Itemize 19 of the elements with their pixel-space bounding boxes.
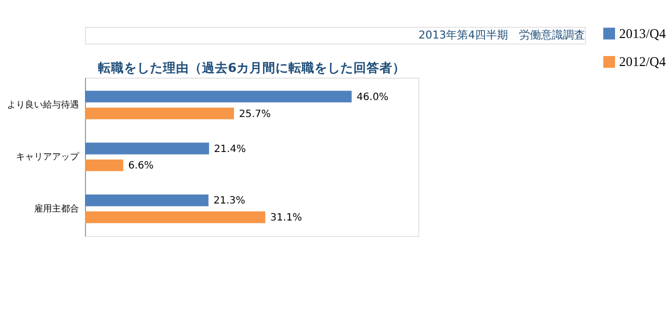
bar bbox=[85, 194, 208, 206]
bar bbox=[85, 160, 124, 172]
data-label: 21.4% bbox=[214, 144, 246, 155]
data-label: 46.0% bbox=[356, 92, 388, 103]
data-label: 31.1% bbox=[270, 212, 302, 224]
data-label: 21.3% bbox=[213, 196, 246, 207]
bar bbox=[85, 108, 234, 120]
legend-label: 2012/Q4 bbox=[619, 54, 666, 70]
chart-title: 転職をした理由（過去6カ月間に転職をした回答者） bbox=[98, 60, 406, 75]
bar bbox=[85, 211, 266, 224]
data-label: 6.6% bbox=[128, 160, 154, 172]
bar bbox=[85, 142, 210, 154]
y-tick-label: より良い給与待遇 bbox=[6, 100, 79, 111]
legend-label: 2013/Q4 bbox=[619, 26, 666, 41]
data-label: 25.7% bbox=[238, 108, 271, 120]
y-tick-label: キャリアアップ bbox=[16, 151, 80, 162]
y-tick-label: 雇用主都合 bbox=[34, 203, 79, 214]
bar bbox=[85, 90, 352, 102]
text: 2013年第4四半期 労働意識調査 bbox=[418, 28, 585, 42]
